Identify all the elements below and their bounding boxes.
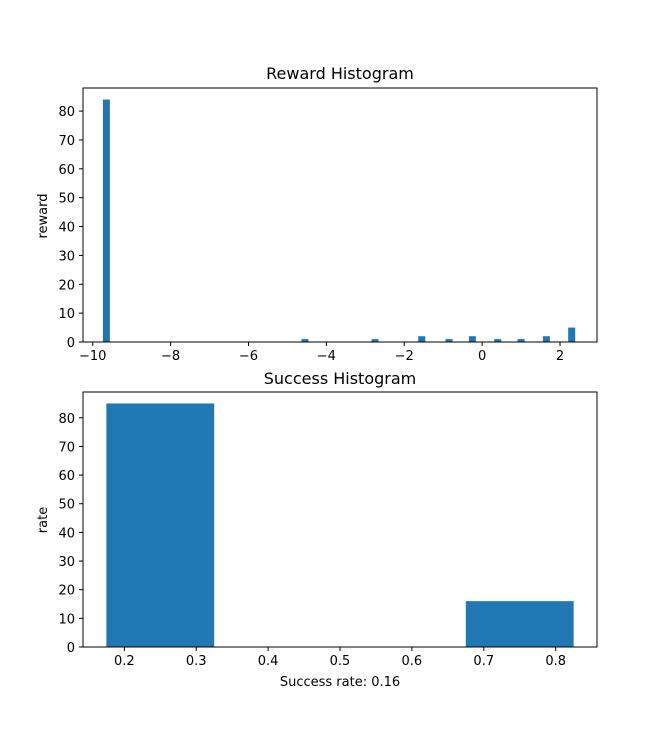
bar-0-4: [445, 339, 453, 342]
y-tick-label-1-1: 10: [58, 612, 75, 627]
bar-0-0: [102, 99, 110, 342]
x-tick-label-1-1: 0.3: [186, 654, 207, 669]
success-histogram-ylabel: rate: [36, 507, 51, 533]
bar-0-2: [371, 339, 379, 342]
y-tick-label-1-4: 40: [58, 526, 75, 541]
success-histogram: Success Histogram rate Success rate: 0.1…: [36, 369, 598, 690]
bar-1-0: [106, 403, 215, 647]
y-tick-label-0-0: 0: [67, 336, 75, 351]
y-tick-label-0-7: 70: [58, 134, 75, 149]
y-tick-label-1-7: 70: [58, 440, 75, 455]
y-tick-label-1-3: 30: [58, 555, 75, 570]
reward-histogram-ylabel: reward: [36, 193, 51, 238]
y-tick-label-0-6: 60: [58, 163, 75, 178]
y-tick-label-1-0: 0: [67, 641, 75, 656]
y-tick-label-1-2: 20: [58, 584, 75, 599]
x-tick-label-1-5: 0.7: [473, 654, 494, 669]
x-tick-label-0-2: −6: [239, 349, 258, 364]
y-tick-label-0-3: 30: [58, 249, 75, 264]
y-tick-label-0-4: 40: [58, 221, 75, 236]
x-tick-label-0-6: 2: [556, 349, 564, 364]
x-tick-label-0-0: −10: [79, 349, 106, 364]
bar-0-1: [301, 339, 309, 342]
x-tick-label-1-3: 0.5: [330, 654, 351, 669]
x-tick-label-0-1: −8: [161, 349, 180, 364]
reward-histogram: Reward Histogram reward −10 −8 −6 −4 −2 0 2010…: [36, 64, 598, 364]
success-histogram-title: Success Histogram: [264, 369, 417, 388]
bar-1-1: [465, 601, 574, 647]
reward-histogram-title: Reward Histogram: [266, 64, 414, 83]
x-tick-label-1-4: 0.6: [402, 654, 423, 669]
x-tick-label-1-0: 0.2: [114, 654, 135, 669]
plot-frame-0: [82, 87, 598, 343]
bar-0-6: [494, 339, 502, 342]
x-tick-label-0-4: −2: [395, 349, 414, 364]
bar-0-8: [542, 336, 550, 342]
bar-0-3: [418, 336, 426, 342]
success-histogram-xlabel: Success rate: 0.16: [280, 675, 400, 690]
x-tick-label-0-3: −4: [317, 349, 336, 364]
x-tick-label-1-2: 0.4: [258, 654, 279, 669]
x-tick-label-0-5: 0: [478, 349, 486, 364]
bar-0-5: [468, 336, 476, 342]
y-tick-label-0-8: 80: [58, 105, 75, 120]
bar-0-7: [517, 339, 525, 342]
y-tick-label-0-1: 10: [58, 307, 75, 322]
y-tick-label-0-5: 50: [58, 192, 75, 207]
y-tick-label-1-8: 80: [58, 412, 75, 427]
y-tick-label-1-5: 50: [58, 498, 75, 513]
y-tick-label-0-2: 20: [58, 278, 75, 293]
y-tick-label-1-6: 60: [58, 469, 75, 484]
bar-0-9: [568, 327, 576, 342]
x-tick-label-1-6: 0.8: [545, 654, 566, 669]
